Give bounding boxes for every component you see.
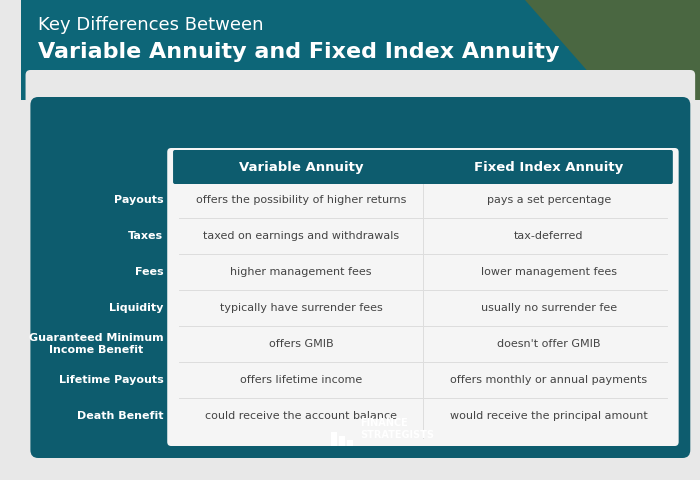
Text: taxed on earnings and withdrawals: taxed on earnings and withdrawals [203, 231, 399, 241]
Text: Guaranteed Minimum
Income Benefit: Guaranteed Minimum Income Benefit [29, 333, 163, 355]
Text: Liquidity: Liquidity [109, 303, 163, 313]
Text: offers lifetime income: offers lifetime income [240, 375, 362, 385]
Text: offers the possibility of higher returns: offers the possibility of higher returns [196, 195, 406, 205]
FancyBboxPatch shape [167, 148, 679, 446]
Polygon shape [346, 440, 353, 446]
Text: usually no surrender fee: usually no surrender fee [481, 303, 617, 313]
Text: Variable Annuity: Variable Annuity [239, 160, 363, 173]
Text: could receive the account balance: could receive the account balance [205, 411, 397, 421]
Text: Variable Annuity and Fixed Index Annuity: Variable Annuity and Fixed Index Annuity [38, 42, 560, 62]
Text: Death Benefit: Death Benefit [77, 411, 163, 421]
Text: Key Differences Between: Key Differences Between [38, 16, 264, 34]
Polygon shape [339, 436, 345, 446]
FancyBboxPatch shape [173, 150, 673, 184]
Text: tax-deferred: tax-deferred [514, 231, 584, 241]
Text: Fixed Index Annuity: Fixed Index Annuity [474, 160, 624, 173]
FancyBboxPatch shape [21, 0, 700, 100]
Text: Taxes: Taxes [128, 231, 163, 241]
Text: higher management fees: higher management fees [230, 267, 372, 277]
Polygon shape [525, 0, 700, 100]
Text: offers monthly or annual payments: offers monthly or annual payments [450, 375, 648, 385]
Text: pays a set percentage: pays a set percentage [486, 195, 611, 205]
Text: Payouts: Payouts [113, 195, 163, 205]
Text: would receive the principal amount: would receive the principal amount [450, 411, 648, 421]
Text: Fees: Fees [134, 267, 163, 277]
Polygon shape [331, 432, 337, 446]
Text: FINANCE
STRATEGISTS: FINANCE STRATEGISTS [360, 418, 434, 440]
Text: offers GMIB: offers GMIB [269, 339, 333, 349]
Text: typically have surrender fees: typically have surrender fees [220, 303, 382, 313]
Text: lower management fees: lower management fees [481, 267, 617, 277]
FancyBboxPatch shape [26, 70, 695, 110]
Text: doesn't offer GMIB: doesn't offer GMIB [497, 339, 601, 349]
Text: Lifetime Payouts: Lifetime Payouts [59, 375, 163, 385]
FancyBboxPatch shape [30, 97, 690, 458]
